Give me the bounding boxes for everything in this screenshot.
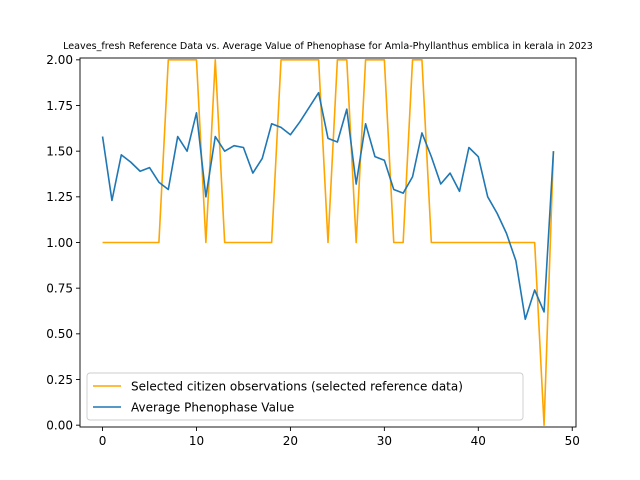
y-tick-label: 0.00 xyxy=(46,418,73,432)
x-axis: 0 10 20 30 40 50 xyxy=(99,427,580,448)
y-tick-label: 0.75 xyxy=(46,281,73,295)
legend: Selected citizen observations (selected … xyxy=(86,372,524,421)
y-tick-label: 0.50 xyxy=(46,327,73,341)
y-tick-label: 1.50 xyxy=(46,144,73,158)
x-tick-label: 0 xyxy=(99,434,107,448)
y-tick-label: 1.25 xyxy=(46,190,73,204)
x-tick-label: 10 xyxy=(189,434,204,448)
y-tick-label: 1.00 xyxy=(46,236,73,250)
x-tick-label: 30 xyxy=(377,434,392,448)
legend-box xyxy=(86,372,524,421)
series-line-average xyxy=(101,91,555,321)
x-tick-label: 40 xyxy=(471,434,486,448)
legend-label-reference: Selected citizen observations (selected … xyxy=(131,380,463,394)
y-tick-label: 1.75 xyxy=(46,99,73,113)
legend-label-average: Average Phenophase Value xyxy=(131,401,294,415)
x-tick-label: 20 xyxy=(283,434,298,448)
y-tick-label: 2.00 xyxy=(46,53,73,67)
y-axis: 0.00 0.25 0.50 0.75 1.00 1.25 1.50 1.75 2.00 xyxy=(46,53,80,432)
series-layer xyxy=(101,59,555,426)
x-tick-label: 50 xyxy=(565,434,580,448)
chart-title: Leaves_fresh Reference Data vs. Average … xyxy=(63,41,593,52)
y-tick-label: 0.25 xyxy=(46,373,73,387)
series-line-reference xyxy=(102,59,555,426)
